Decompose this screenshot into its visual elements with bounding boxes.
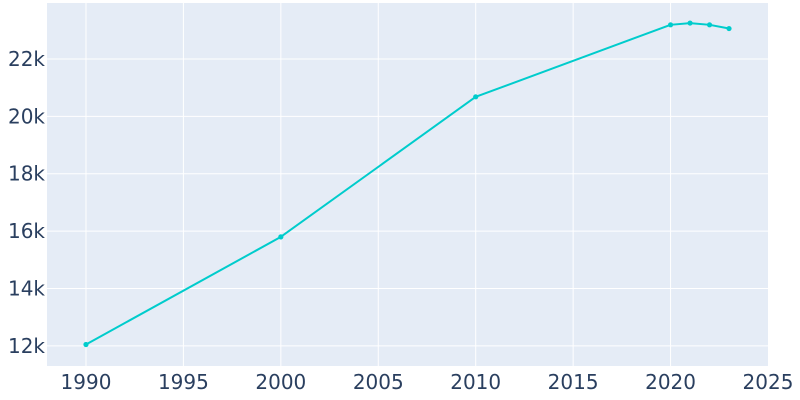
data-point[interactable]: [473, 94, 479, 100]
y-gridlines: [47, 58, 768, 347]
data-point[interactable]: [83, 341, 89, 348]
x-tick-label: 1995: [158, 370, 209, 394]
y-tick-label: 22k: [8, 47, 45, 71]
x-tick-label: 2005: [353, 370, 404, 394]
x-tick-label: 2020: [645, 370, 696, 394]
x-tick-label: 2015: [548, 370, 599, 394]
x-axis-tick-labels: 1990 1995 2000 2005 2010 2015 2020 2025: [61, 370, 794, 394]
data-point[interactable]: [278, 234, 284, 240]
x-tick-label: 1990: [61, 370, 112, 394]
x-tick-label: 2000: [255, 370, 306, 394]
plot-area: [47, 3, 768, 366]
y-tick-label: 12k: [8, 334, 45, 358]
y-tick-label: 14k: [8, 277, 45, 301]
y-tick-label: 20k: [8, 104, 45, 128]
y-tick-label: 18k: [8, 162, 45, 186]
data-point[interactable]: [687, 20, 693, 26]
data-point[interactable]: [726, 25, 732, 32]
x-tick-label: 2010: [450, 370, 501, 394]
y-tick-label: 16k: [8, 219, 45, 243]
data-point[interactable]: [706, 22, 713, 28]
data-point[interactable]: [667, 22, 674, 28]
x-tick-label: 2025: [743, 370, 794, 394]
y-axis-tick-labels: 12k 14k 16k 18k 20k 22k: [8, 47, 45, 358]
x-gridlines: [85, 3, 672, 366]
series-layer: [83, 20, 732, 348]
